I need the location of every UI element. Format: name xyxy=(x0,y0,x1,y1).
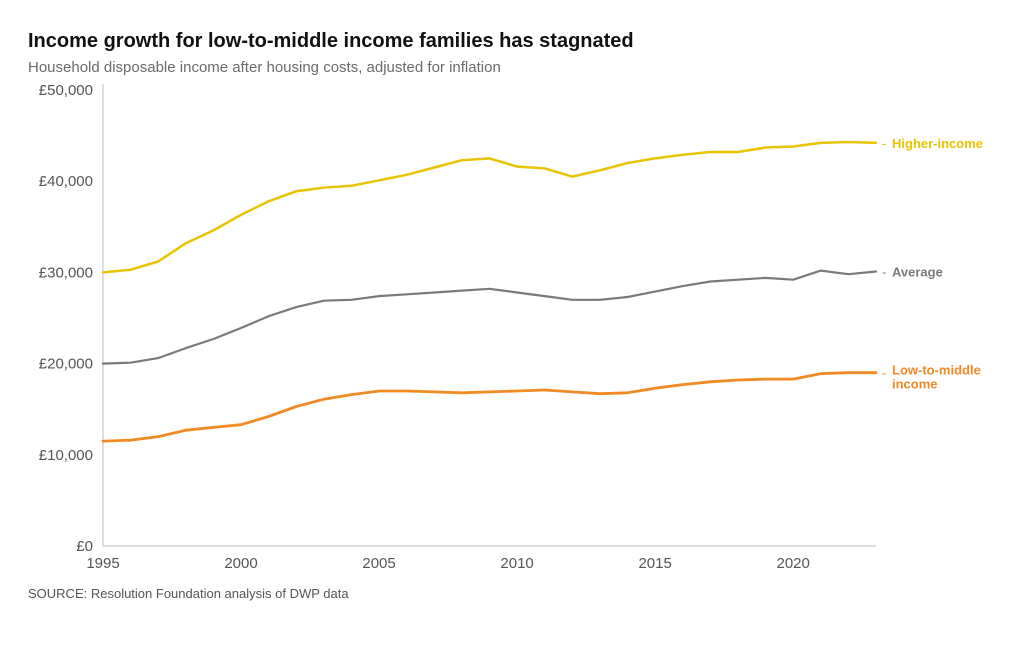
x-tick-label: 2000 xyxy=(224,555,257,572)
y-tick-label: £0 xyxy=(76,538,93,555)
chart-source: SOURCE: Resolution Foundation analysis o… xyxy=(28,586,992,601)
x-tick-label: 2020 xyxy=(776,555,809,572)
series-average xyxy=(103,271,876,364)
y-tick-label: £40,000 xyxy=(39,173,93,190)
y-tick-label: £20,000 xyxy=(39,356,93,373)
x-tick-label: 2005 xyxy=(362,555,395,572)
series-label-dash: - xyxy=(882,136,886,151)
y-tick-label: £10,000 xyxy=(39,447,93,464)
series-label-lmi-line2: income xyxy=(892,377,938,392)
line-chart: £0 £10,000 £20,000 £30,000 £40,000 £50,000 199… xyxy=(28,80,992,580)
series-label-average: Average xyxy=(892,264,943,279)
chart-title: Income growth for low-to-middle income f… xyxy=(28,30,992,53)
series-label-higher: Higher-income xyxy=(892,136,983,151)
x-tick-label: 2010 xyxy=(500,555,533,572)
series-lmi xyxy=(103,373,876,441)
series-label-lmi: Low-to-middle xyxy=(892,363,981,378)
y-tick-label: £30,000 xyxy=(39,264,93,281)
y-tick-label: £50,000 xyxy=(39,82,93,99)
chart-subtitle: Household disposable income after housin… xyxy=(28,59,992,76)
series-higher xyxy=(103,142,876,272)
x-tick-label: 2015 xyxy=(638,555,671,572)
series-label-dash: - xyxy=(882,366,886,381)
x-tick-label: 1995 xyxy=(86,555,119,572)
series-label-dash: - xyxy=(882,264,886,279)
